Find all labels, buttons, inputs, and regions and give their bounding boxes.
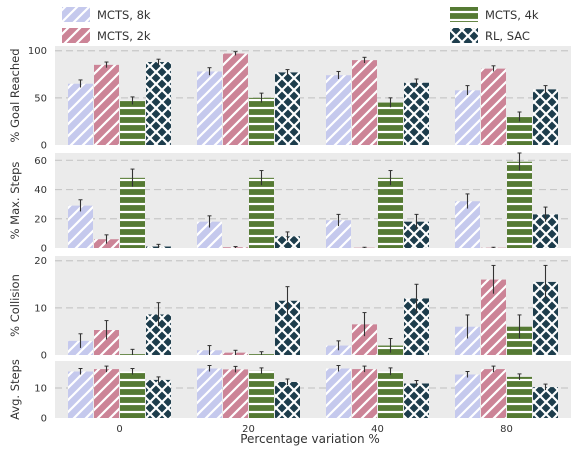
panel-avg-steps: 0 10 Avg. Steps bbox=[8, 359, 571, 424]
bar-mcts-8k-0 bbox=[68, 84, 93, 145]
bar-rl-sac-40 bbox=[404, 384, 429, 419]
bar-rl-sac-80 bbox=[533, 387, 558, 418]
bar-mcts-8k-80 bbox=[455, 90, 480, 145]
bar-mcts-8k-40 bbox=[326, 75, 351, 145]
legend-label-mcts-2k: MCTS, 2k bbox=[97, 29, 151, 43]
y-axis-label: Avg. Steps bbox=[8, 359, 22, 420]
legend-swatch-mcts-8k bbox=[62, 7, 90, 22]
y-tick-label: 10 bbox=[34, 384, 47, 395]
legend-swatch-mcts-4k bbox=[450, 7, 478, 22]
y-tick-label: 60 bbox=[34, 156, 47, 167]
y-tick-label: 20 bbox=[34, 256, 47, 267]
y-tick-label: 100 bbox=[28, 46, 47, 57]
y-tick-label: 20 bbox=[34, 214, 47, 225]
legend: MCTS, 8k MCTS, 2k MCTS, 4k RL, SAC bbox=[62, 7, 539, 43]
panel-max-steps: 0 20 40 60 % Max. Steps bbox=[8, 153, 571, 255]
bar-mcts-4k-0 bbox=[120, 178, 145, 248]
bar-mcts-4k-20 bbox=[249, 178, 274, 248]
bar-mcts-8k-0 bbox=[68, 372, 93, 419]
y-tick-label: 0 bbox=[41, 141, 47, 152]
bar-rl-sac-20 bbox=[275, 382, 300, 418]
bar-mcts-8k-0 bbox=[68, 206, 93, 248]
x-axis-label: Percentage variation % bbox=[240, 432, 380, 446]
y-axis-label: % Collision bbox=[8, 274, 22, 337]
bar-mcts-8k-20 bbox=[197, 71, 222, 145]
legend-label-rl-sac: RL, SAC bbox=[485, 29, 530, 43]
y-axis-label: % Goal Reached bbox=[8, 48, 22, 142]
bar-rl-sac-0 bbox=[146, 62, 171, 145]
y-tick-label: 0 bbox=[41, 351, 47, 362]
bar-mcts-2k-80 bbox=[481, 69, 506, 145]
panel-collision: 0 10 20 % Collision bbox=[8, 256, 571, 362]
bar-mcts-4k-20 bbox=[249, 98, 274, 145]
y-tick-label: 40 bbox=[34, 185, 47, 196]
bar-mcts-2k-80 bbox=[481, 369, 506, 418]
bar-rl-sac-20 bbox=[275, 72, 300, 145]
bar-mcts-8k-80 bbox=[455, 375, 480, 419]
bar-mcts-4k-0 bbox=[120, 372, 145, 419]
y-tick-label: 10 bbox=[34, 303, 47, 314]
bar-rl-sac-80 bbox=[533, 89, 558, 145]
y-tick-label: 50 bbox=[34, 93, 47, 104]
bar-mcts-4k-20 bbox=[249, 371, 274, 418]
bar-mcts-8k-40 bbox=[326, 369, 351, 419]
x-axis: Percentage variation % 0 20 40 80 bbox=[116, 424, 513, 446]
bar-mcts-2k-40 bbox=[352, 60, 377, 145]
legend-swatch-rl-sac bbox=[450, 28, 478, 43]
x-tick-label: 40 bbox=[371, 424, 384, 435]
y-axis-label: % Max. Steps bbox=[8, 162, 22, 240]
bar-mcts-4k-40 bbox=[378, 103, 403, 145]
bar-mcts-8k-20 bbox=[197, 369, 222, 419]
bar-mcts-4k-40 bbox=[378, 372, 403, 419]
bar-mcts-4k-40 bbox=[378, 178, 403, 248]
x-tick-label: 0 bbox=[116, 424, 122, 435]
x-tick-label: 20 bbox=[242, 424, 255, 435]
bar-mcts-2k-0 bbox=[94, 369, 119, 418]
legend-label-mcts-8k: MCTS, 8k bbox=[97, 8, 151, 22]
legend-swatch-mcts-2k bbox=[62, 28, 90, 43]
x-tick-label: 80 bbox=[500, 424, 513, 435]
bar-mcts-4k-80 bbox=[507, 377, 532, 418]
legend-label-mcts-4k: MCTS, 4k bbox=[485, 8, 539, 22]
bar-mcts-2k-40 bbox=[352, 369, 377, 418]
bar-mcts-4k-0 bbox=[120, 101, 145, 145]
bar-mcts-2k-20 bbox=[223, 54, 248, 145]
bar-rl-sac-40 bbox=[404, 83, 429, 145]
bar-mcts-4k-80 bbox=[507, 162, 532, 248]
bar-rl-sac-0 bbox=[146, 380, 171, 418]
y-tick-label: 0 bbox=[41, 414, 47, 425]
bar-mcts-2k-0 bbox=[94, 65, 119, 145]
panel-goal-reached: 0 50 100 % Goal Reached bbox=[8, 46, 571, 152]
bar-mcts-2k-20 bbox=[223, 369, 248, 418]
y-tick-label: 0 bbox=[41, 244, 47, 255]
